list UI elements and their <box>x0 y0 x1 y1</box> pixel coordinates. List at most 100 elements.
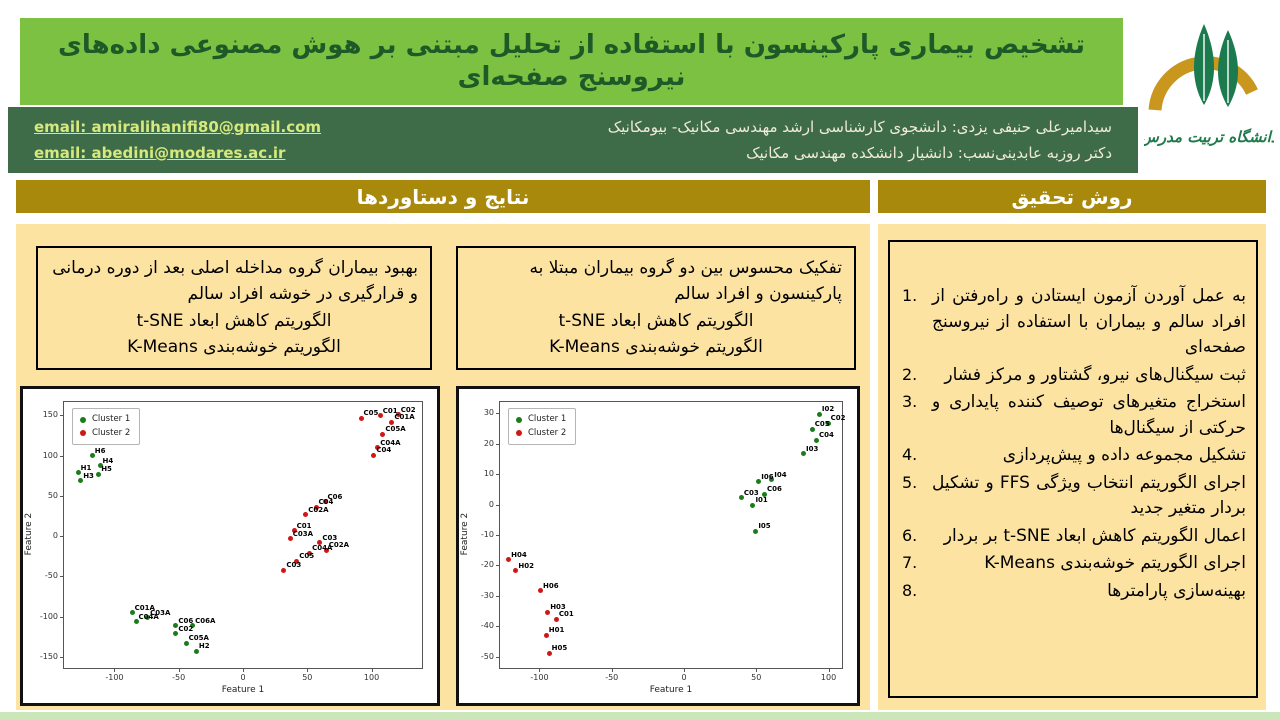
x-tick-label: 0 <box>681 673 687 682</box>
scatter-point <box>75 470 81 476</box>
point-label: C02A <box>308 505 329 514</box>
result-box-separation: تفکیک محسوس بین دو گروه بیماران مبتلا به… <box>456 246 856 370</box>
scatter-point <box>756 479 762 485</box>
scatter-point <box>173 631 179 637</box>
point-label: I04 <box>774 470 787 479</box>
legend-entry: Cluster 1 <box>516 413 566 427</box>
point-label: H03 <box>550 603 566 612</box>
y-tick-label: -10 <box>480 530 494 539</box>
point-label: C03A <box>150 608 171 617</box>
legend-label: Cluster 1 <box>528 414 567 424</box>
point-label: H4 <box>102 456 114 465</box>
point-label: C01 <box>296 521 312 530</box>
y-tick-label: 150 <box>42 410 58 420</box>
scatter-point <box>78 478 84 484</box>
email-link-student[interactable]: email: amiralihanifi80@gmail.com <box>34 118 321 136</box>
point-label: C03 <box>286 561 302 570</box>
scatter-point <box>809 426 815 432</box>
x-axis-title: Feature 1 <box>221 685 265 695</box>
step-text: تشکیل مجموعه داده و پیش‌پردازی <box>1002 445 1246 465</box>
y-tick-label: -150 <box>39 651 58 661</box>
x-tick-label: -50 <box>172 673 186 682</box>
step-text: اجرای الگوریتم انتخاب ویژگی FFS و تشکیل … <box>932 472 1246 519</box>
legend-swatch <box>80 416 86 423</box>
scatter-point <box>287 536 293 542</box>
scatter-point <box>377 413 383 419</box>
y-tick-mark <box>496 443 499 445</box>
email-link-advisor[interactable]: email: abedini@modares.ac.ir <box>34 144 285 162</box>
y-tick-label: 30 <box>483 408 494 418</box>
scatter-point <box>389 419 395 425</box>
point-label: C04A <box>380 438 401 447</box>
point-label: C06 <box>327 492 343 501</box>
result-text: تفکیک محسوس بین دو گروه بیماران مبتلا به… <box>529 258 842 305</box>
method-steps: 1. به عمل آوردن آزمون ایستادن و راه‌رفتن … <box>902 284 1246 604</box>
author-row-1: email: amiralihanifi80@gmail.com سیدامیر… <box>8 118 1138 136</box>
step-number: 6. <box>902 525 918 545</box>
plot-legend: Cluster 1 Cluster 2 <box>72 408 141 446</box>
logo-university-name: دانشگاه تربیت مدرس <box>1144 128 1274 146</box>
x-tick-mark <box>114 669 116 672</box>
y-tick-label: -30 <box>480 590 494 600</box>
y-tick-label: 20 <box>483 438 494 448</box>
y-axis-title: Feature 2 <box>460 512 470 556</box>
point-label: C04A <box>312 544 333 553</box>
scatter-point <box>183 640 189 646</box>
y-tick-mark <box>60 495 63 497</box>
y-tick-mark <box>60 576 63 578</box>
legend-entry: Cluster 1 <box>80 413 130 427</box>
legend-label: Cluster 1 <box>92 414 131 424</box>
footer-strip <box>0 712 1280 720</box>
author-description: سیدامیرعلی حنیفی یزدی: دانشجوی کارشناسی … <box>607 118 1112 136</box>
x-tick-mark <box>684 669 685 672</box>
point-label: C06 <box>767 485 782 494</box>
point-label: H6 <box>94 446 106 455</box>
point-label: H3 <box>83 471 94 480</box>
y-tick-mark <box>60 536 63 538</box>
logo-cypress-trees <box>1194 24 1238 107</box>
y-tick-mark <box>60 616 63 618</box>
plot-legend: Cluster 1 Cluster 2 <box>508 408 577 446</box>
step-number: 4. <box>902 445 918 464</box>
y-tick-label: 100 <box>42 450 58 460</box>
x-tick-label: -100 <box>530 673 549 682</box>
y-tick-mark <box>60 415 63 417</box>
point-label: C05A <box>385 425 406 434</box>
x-tick-mark <box>243 669 244 672</box>
y-tick-label: 0 <box>488 499 494 509</box>
email-address: amiralihanifi80@gmail.com <box>91 118 322 136</box>
point-label: C01 <box>382 406 398 415</box>
y-tick-mark <box>496 626 499 628</box>
result-algorithm-line: الگوریتم خوشه‌بندی K-Means <box>127 337 341 358</box>
step-text: بهینه‌سازی پارامترها <box>1107 580 1246 601</box>
scatter-point <box>738 495 744 501</box>
tmu-logo-icon: دانشگاه تربیت مدرس <box>1144 24 1274 146</box>
point-label: H5 <box>101 465 112 474</box>
plot-axes: Cluster 1 Cluster 2 H6 H4 H1 H5 H3 C01A C03A C04A… <box>63 401 423 669</box>
x-tick-mark <box>307 669 309 672</box>
point-label: C02 <box>830 414 846 423</box>
tsne-scatter-card-left: Cluster 1 Cluster 2 H6 H4 H1 H5 H3 C01A C03A C04A… <box>20 386 440 706</box>
x-tick-label: 50 <box>302 673 313 682</box>
x-tick-mark <box>611 669 613 672</box>
x-tick-label: 100 <box>820 673 837 682</box>
results-panel: بهبود بیماران گروه مداخله اصلی بعد از دو… <box>16 224 870 710</box>
legend-swatch <box>516 416 522 423</box>
tsne-scatter-card-right: Cluster 1 Cluster 2 I02 C02 C05 C04 I03 I04 I06 C… <box>456 386 860 706</box>
x-tick-label: -100 <box>105 673 124 682</box>
y-tick-mark <box>496 474 499 476</box>
method-step: 3. استخراج متغیرهای توصیف کننده پایداری و… <box>902 390 1246 441</box>
y-tick-label: -50 <box>44 571 58 581</box>
point-label: H02 <box>518 561 534 570</box>
y-tick-mark <box>60 455 63 457</box>
point-label: I01 <box>755 496 768 505</box>
x-tick-label: 0 <box>240 673 246 682</box>
point-label: C03 <box>743 488 759 497</box>
scatter-point <box>371 452 377 458</box>
author-description: دکتر روزبه عابدینی‌نسب: دانشیار دانشکده … <box>746 144 1112 162</box>
point-label: C05 <box>363 409 379 418</box>
title-bar: تشخیص بیماری پارکینسون با استفاده از تحل… <box>20 18 1123 105</box>
scatter-point <box>358 415 364 421</box>
method-step: 6. اعمال الگوریتم کاهش ابعاد t-SNE بر برد… <box>902 524 1246 550</box>
point-label: I05 <box>758 522 771 531</box>
